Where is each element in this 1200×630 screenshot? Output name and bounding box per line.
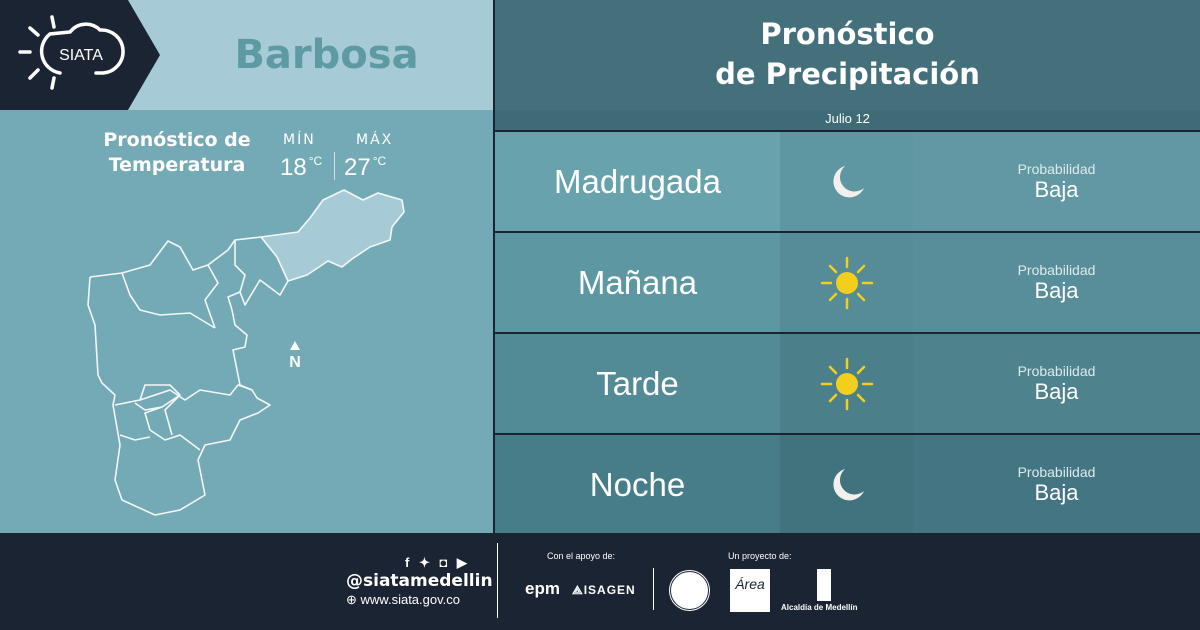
probability-label: Probabilidad (1017, 362, 1096, 379)
forecast-row-tarde: Tarde Probabilidad Baja (495, 334, 1200, 433)
temperature-title: Pronóstico de Temperatura (92, 128, 262, 178)
min-label: MÍN (283, 132, 316, 148)
forecast-row-noche: Noche Probabilidad Baja (495, 435, 1200, 534)
precipitation-title: Pronóstico de Precipitación (495, 0, 1200, 110)
probability-value: Baja (1034, 479, 1079, 505)
svg-text:SIATA: SIATA (59, 47, 103, 64)
project-label: Un proyecto de: (728, 551, 792, 561)
barbosa-region (260, 189, 405, 282)
medellin-seal (668, 569, 711, 612)
alcaldia-shield (817, 569, 831, 601)
social-handle[interactable]: @siatamedellin (346, 571, 493, 591)
city-name: Barbosa (234, 32, 419, 78)
probability-value: Baja (1034, 176, 1079, 202)
period-name: Tarde (495, 334, 780, 433)
epm-logo: epm (525, 579, 560, 598)
website-link[interactable]: ⊕ www.siata.gov.co (346, 592, 460, 607)
siata-logo: SIATA (0, 0, 160, 110)
alcaldia-label: Alcaldía de Medellín (781, 603, 858, 612)
sun-icon (820, 256, 873, 309)
probability-value: Baja (1034, 378, 1079, 404)
globe-icon: ⊕ (346, 592, 361, 607)
municipality-map: N (87, 189, 405, 516)
min-temperature: 18 °C (280, 154, 323, 181)
sun-icon (820, 357, 873, 410)
precipitation-title-line2: de Precipitación (715, 57, 980, 91)
forecast-row-manana: Mañana Probabilidad Baja (495, 233, 1200, 332)
area-metropolitana-logo: Área (730, 569, 770, 612)
precipitation-title-line1: Pronóstico (760, 17, 935, 51)
footer: f ✦ ◘ ▶ @siatamedellin ⊕ www.siata.gov.c… (0, 533, 1200, 630)
probability-label: Probabilidad (1017, 160, 1096, 177)
social-icons[interactable]: f ✦ ◘ ▶ (405, 555, 470, 570)
north-arrow-icon (290, 341, 300, 350)
support-label: Con el apoyo de: (547, 551, 616, 561)
period-name: Mañana (495, 233, 780, 332)
max-label: MÁX (356, 132, 394, 148)
isagen-logo: ⟁ISAGEN (572, 583, 636, 597)
temperature-title-line2: Temperatura (108, 154, 246, 176)
period-name: Madrugada (495, 132, 780, 231)
forecast-row-madrugada: Madrugada Probabilidad Baja (495, 132, 1200, 231)
forecast-table: Madrugada Probabilidad Baja Mañana Probab… (495, 132, 1200, 534)
probability-label: Probabilidad (1017, 463, 1096, 480)
moon-icon (832, 165, 864, 197)
divider (334, 152, 335, 180)
temperature-title-line1: Pronóstico de (103, 129, 251, 151)
probability-value: Baja (1034, 277, 1079, 303)
moon-icon (832, 468, 864, 500)
forecast-date: Julio 12 (495, 110, 1200, 130)
max-temperature: 27 °C (344, 154, 387, 181)
temperature-panel (0, 110, 493, 533)
north-label: N (289, 354, 301, 371)
period-name: Noche (495, 435, 780, 534)
probability-label: Probabilidad (1017, 261, 1096, 278)
